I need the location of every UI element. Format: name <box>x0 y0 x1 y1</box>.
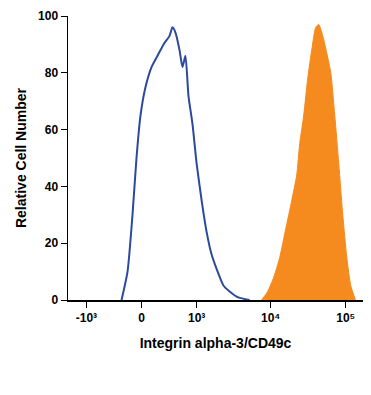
svg-text:20: 20 <box>45 236 59 250</box>
svg-text:80: 80 <box>45 66 59 80</box>
svg-text:60: 60 <box>45 123 59 137</box>
svg-text:10⁴: 10⁴ <box>261 311 280 325</box>
svg-text:0: 0 <box>138 311 145 325</box>
svg-text:0: 0 <box>51 293 58 307</box>
svg-text:10³: 10³ <box>188 311 205 325</box>
svg-text:10⁵: 10⁵ <box>336 311 355 325</box>
svg-text:Relative Cell Number: Relative Cell Number <box>13 87 29 228</box>
svg-text:100: 100 <box>38 9 58 23</box>
svg-text:40: 40 <box>45 180 59 194</box>
svg-text:Integrin alpha-3/CD49c: Integrin alpha-3/CD49c <box>140 335 292 351</box>
svg-text:-10³: -10³ <box>76 311 97 325</box>
